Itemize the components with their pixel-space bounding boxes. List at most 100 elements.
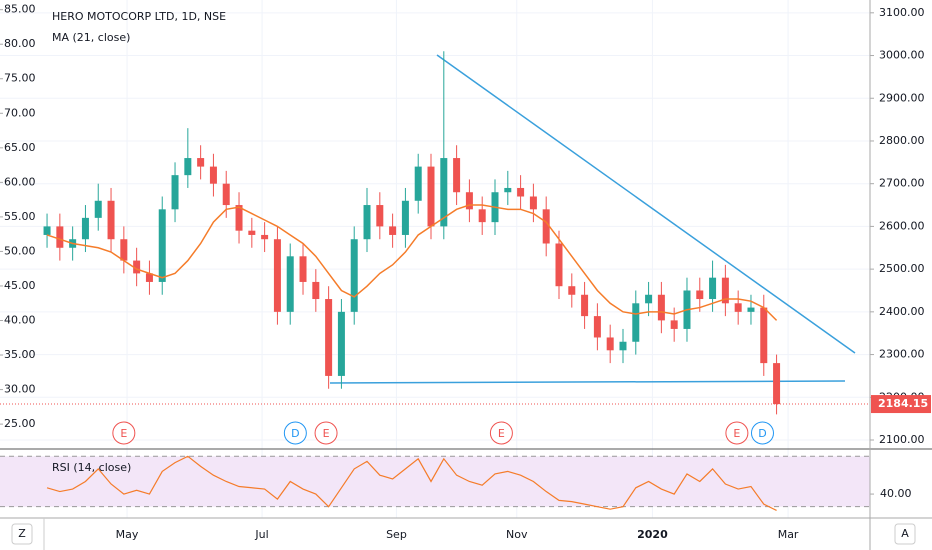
rsi-band — [0, 456, 870, 507]
scale-button[interactable] — [11, 523, 33, 545]
candle-body — [645, 294, 653, 304]
left-tick-label: 50.00 — [4, 244, 36, 257]
candle-body — [721, 277, 729, 304]
candle-body — [261, 234, 269, 240]
ma-line — [46, 204, 778, 321]
right-tick-label: 3000.00 — [879, 49, 925, 62]
rsi-line — [46, 455, 777, 511]
candle-body — [657, 294, 665, 321]
candle-body — [734, 303, 742, 312]
x-tick-label: 2020 — [637, 528, 668, 541]
auto-button-label[interactable]: A — [901, 527, 909, 540]
left-tick-label: 45.00 — [4, 279, 36, 292]
event-label: D — [291, 427, 299, 440]
right-tick-label: 2700.00 — [879, 177, 925, 190]
x-tick-label: May — [116, 528, 139, 541]
x-tick-label: Jul — [254, 528, 268, 541]
candle-body — [632, 303, 640, 342]
event-label: D — [758, 427, 766, 440]
candle-body — [350, 239, 358, 312]
right-tick-label: 2400.00 — [879, 305, 925, 318]
candle-body — [145, 273, 153, 282]
left-tick-label: 70.00 — [4, 106, 36, 119]
left-tick-label: 55.00 — [4, 210, 36, 223]
event-marker — [314, 421, 338, 445]
indicator-label: MA (21, close) — [52, 31, 130, 44]
candle-body — [389, 226, 397, 235]
candle-body — [414, 166, 422, 201]
candle-body — [56, 226, 64, 248]
candle-body — [696, 290, 704, 300]
scale-button-label[interactable]: Z — [18, 527, 26, 540]
x-tick-label: Sep — [386, 528, 407, 541]
candle-body — [619, 341, 627, 351]
last-price-label: 2184.15 — [878, 397, 928, 410]
event-label: E — [498, 427, 505, 440]
candle-body — [158, 209, 166, 282]
candle-body — [235, 205, 243, 231]
candle-body — [299, 256, 307, 282]
candle-body — [709, 277, 717, 300]
candle-body — [325, 299, 333, 376]
right-tick-label: 2800.00 — [879, 134, 925, 147]
candle-body — [286, 256, 294, 312]
candle-body — [312, 281, 320, 300]
right-tick-label: 2500.00 — [879, 262, 925, 275]
left-tick-label: 80.00 — [4, 37, 36, 50]
right-tick-label: 2300.00 — [879, 348, 925, 361]
candle-body — [222, 183, 230, 206]
event-marker — [112, 421, 136, 445]
chart-title: HERO MOTOCORP LTD, 1D, NSE — [52, 10, 226, 23]
candle-body — [427, 166, 435, 227]
candle-body — [747, 307, 755, 312]
candle-body — [606, 337, 614, 351]
event-label: E — [120, 427, 127, 440]
candle-body — [273, 239, 281, 312]
candle-body — [133, 260, 141, 274]
auto-button[interactable] — [894, 523, 916, 545]
candle-body — [197, 158, 205, 167]
event-marker — [283, 421, 307, 445]
candle-body — [363, 205, 371, 240]
left-tick-label: 60.00 — [4, 175, 36, 188]
candle-body — [209, 166, 217, 184]
candle-body — [43, 226, 51, 235]
last-price-box — [871, 395, 931, 414]
candle-body — [376, 205, 384, 227]
event-marker — [750, 421, 774, 445]
candle-body — [568, 286, 576, 295]
candle-body — [94, 200, 102, 218]
candle-body — [478, 209, 486, 223]
candle-body — [120, 239, 128, 261]
candle-body — [248, 230, 256, 235]
left-tick-label: 25.00 — [4, 417, 36, 430]
left-tick-label: 30.00 — [4, 383, 36, 396]
trend-line — [436, 54, 856, 354]
candle-body — [465, 192, 473, 210]
left-tick-label: 35.00 — [4, 348, 36, 361]
left-tick-label: 75.00 — [4, 72, 36, 85]
event-label: E — [733, 427, 740, 440]
candle-body — [401, 200, 409, 235]
candle-body — [107, 200, 115, 240]
candle-body — [504, 187, 512, 193]
candle-body — [337, 311, 345, 376]
rsi-label: RSI (14, close) — [52, 461, 131, 474]
candle-body — [542, 209, 550, 244]
trend-line — [329, 380, 846, 384]
candle-body — [593, 316, 601, 338]
candle-body — [529, 196, 537, 210]
right-tick-label: 2900.00 — [879, 91, 925, 104]
candle-body — [440, 158, 448, 227]
candle-body — [517, 187, 525, 197]
event-label: E — [323, 427, 330, 440]
rsi-tick-label: 40.00 — [880, 487, 912, 500]
candle-body — [453, 158, 461, 193]
candle-body — [184, 158, 192, 176]
left-tick-label: 85.00 — [4, 3, 36, 16]
left-tick-label: 65.00 — [4, 141, 36, 154]
candle-body — [81, 217, 89, 240]
event-marker — [489, 421, 513, 445]
right-tick-label: 2100.00 — [879, 433, 925, 446]
